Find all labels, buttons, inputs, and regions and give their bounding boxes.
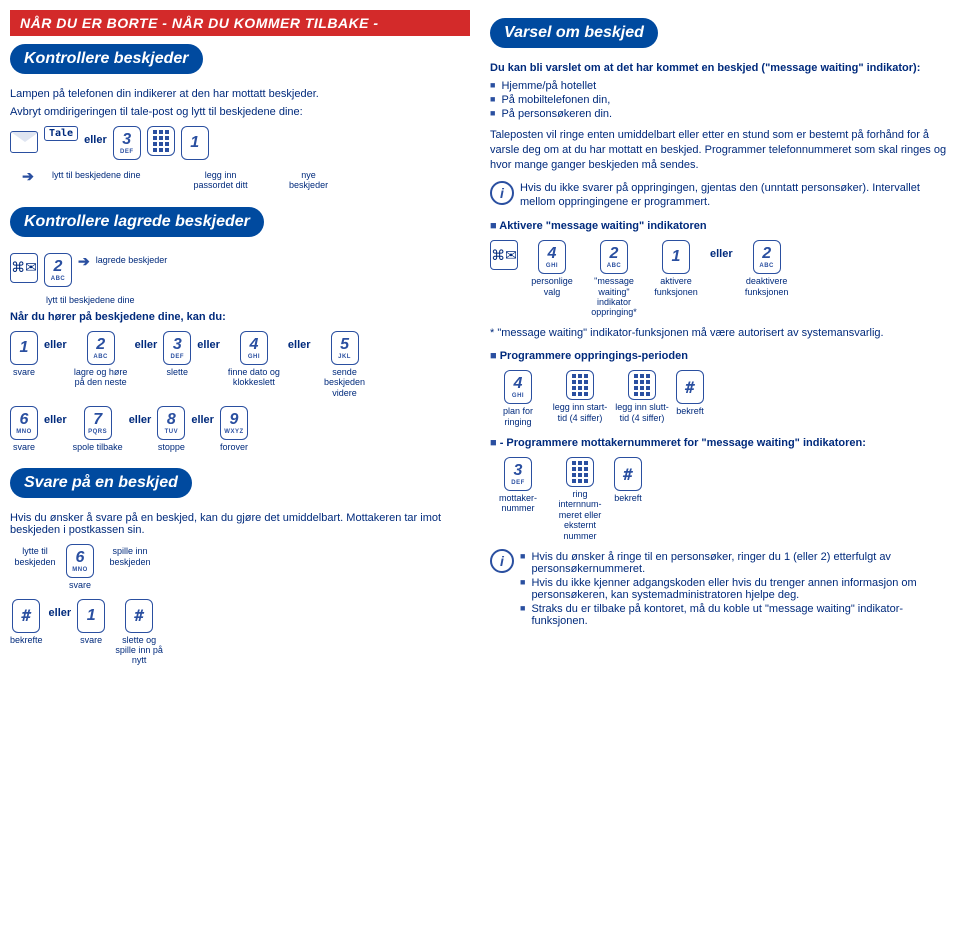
- cap-listen2: lytt til beskjedene dine: [46, 295, 146, 305]
- key-3[interactable]: 3DEF: [113, 126, 141, 160]
- h-recipient: - Programmere mottakernummeret for "mess…: [490, 437, 950, 449]
- end-b2: Hvis du ikke kjenner adgangskoden eller …: [520, 577, 950, 601]
- key-2a[interactable]: 2ABC: [44, 253, 72, 287]
- cap-listen: lytt til beskjedene dine: [52, 170, 141, 180]
- reply-intro: Hvis du ønsker å svare på en beskjed, ka…: [10, 512, 470, 536]
- k-hash1[interactable]: #: [12, 599, 40, 633]
- keypad-m[interactable]: [566, 457, 594, 487]
- hear-intro: Når du hører på beskjedene dine, kan du:: [10, 311, 470, 323]
- k-4r[interactable]: 4GHI: [538, 240, 566, 274]
- bullet-3: På personsøkeren din.: [490, 108, 950, 120]
- k-1b[interactable]: 1: [77, 599, 105, 633]
- lockmail-icon-2: ⌘✉: [490, 240, 518, 270]
- lockmail-icon: ⌘✉: [10, 253, 38, 283]
- keypad-icon: [147, 126, 175, 156]
- k-9[interactable]: 9WXYZ: [220, 406, 248, 440]
- h-period: Programmere oppringings-perioden: [490, 350, 950, 362]
- cap-new: nye beskjeder: [281, 170, 337, 191]
- k-hashm[interactable]: #: [614, 457, 642, 491]
- bullet-2: På mobiltelefonen din,: [490, 94, 950, 106]
- k-6b[interactable]: 6MNO: [66, 544, 94, 578]
- keypad-p2[interactable]: [628, 370, 656, 400]
- key-1[interactable]: 1: [181, 126, 209, 160]
- section-stored: Kontrollere lagrede beskjeder: [10, 207, 264, 237]
- bullet-1: Hjemme/på hotellet: [490, 80, 950, 92]
- k-hash2[interactable]: #: [125, 599, 153, 633]
- section-reply: Svare på en beskjed: [10, 468, 192, 498]
- k-7[interactable]: 7PQRS: [84, 406, 112, 440]
- keypad-p1[interactable]: [566, 370, 594, 400]
- section-varsel: Varsel om beskjed: [490, 18, 658, 48]
- k-8[interactable]: 8TUV: [157, 406, 185, 440]
- info-icon: i: [490, 181, 514, 205]
- cap-stored: lagrede beskjeder: [96, 255, 168, 265]
- k-3m[interactable]: 3DEF: [504, 457, 532, 491]
- mw-note: * "message waiting" indikator-funksjonen…: [490, 326, 950, 341]
- end-b3: Straks du er tilbake på kontoret, må du …: [520, 603, 950, 627]
- red-header-bar: NÅR DU ER BORTE - NÅR DU KOMMER TILBAKE …: [10, 10, 470, 36]
- section-check-messages: Kontrollere beskjeder: [10, 44, 203, 74]
- varsel-p1: Taleposten vil ringe enten umiddelbart e…: [490, 128, 950, 173]
- k-4p[interactable]: 4GHI: [504, 370, 532, 404]
- k-1r[interactable]: 1: [662, 240, 690, 274]
- cap-password: legg inn passordet ditt: [193, 170, 249, 191]
- k-2r[interactable]: 2ABC: [600, 240, 628, 274]
- k-5[interactable]: 5JKL: [331, 331, 359, 365]
- mail-icon: [10, 131, 38, 153]
- k-3[interactable]: 3DEF: [163, 331, 191, 365]
- h-activate: Aktivere "message waiting" indikatoren: [490, 220, 950, 232]
- end-b1: Hvis du ønsker å ringe til en personsøke…: [520, 551, 950, 575]
- k-4[interactable]: 4GHI: [240, 331, 268, 365]
- k-hashp[interactable]: #: [676, 370, 704, 404]
- k-1[interactable]: 1: [10, 331, 38, 365]
- arrow-icon: ➔: [22, 168, 34, 185]
- k-6[interactable]: 6MNO: [10, 406, 38, 440]
- varsel-intro: Du kan bli varslet om at det har kommet …: [490, 62, 950, 74]
- intro-2: Avbryt omdirigeringen til tale-post og l…: [10, 106, 470, 118]
- arrow-icon-2: ➔: [78, 253, 90, 270]
- k-2[interactable]: 2ABC: [87, 331, 115, 365]
- info-icon-2: i: [490, 549, 514, 573]
- or-1: eller: [84, 126, 107, 146]
- tale-display: Tale: [44, 126, 78, 141]
- intro-1: Lampen på telefonen din indikerer at den…: [10, 88, 470, 100]
- varsel-p2: Hvis du ikke svarer på oppringingen, gje…: [520, 181, 950, 211]
- k-2r2[interactable]: 2ABC: [753, 240, 781, 274]
